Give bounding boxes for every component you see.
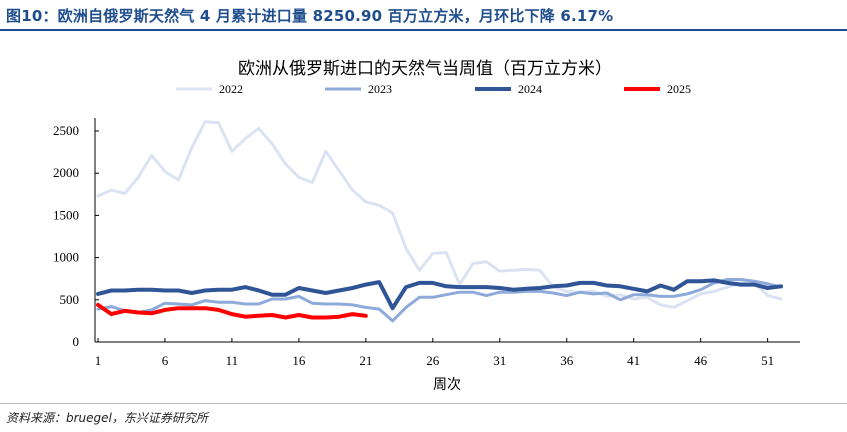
x-tick-label: 16: [292, 353, 306, 368]
chart-legend: 2022 2023 2024 2025: [176, 82, 691, 96]
series-line-2024: [96, 278, 783, 311]
x-tick-label: 46: [694, 353, 708, 368]
header-divider: [0, 29, 847, 31]
y-tick-label: 500: [60, 292, 80, 307]
x-tick-label: 31: [493, 353, 506, 368]
figure-title: 图10：欧洲自俄罗斯天然气 4 月累计进口量 8250.90 百万立方米，月环比…: [6, 7, 614, 25]
y-axis-ticks: 0 500 1000 1500 2000 2500: [53, 123, 99, 349]
x-tick-label: 1: [95, 353, 102, 368]
x-tick-label: 11: [226, 353, 239, 368]
y-tick-label: 2000: [53, 165, 79, 180]
legend-label-2022: 2022: [219, 82, 243, 96]
y-tick-label: 2500: [53, 123, 79, 138]
x-tick-label: 6: [162, 353, 169, 368]
x-tick-label: 51: [761, 353, 774, 368]
y-tick-label: 1000: [53, 250, 79, 265]
source-divider: [0, 403, 847, 404]
legend-label-2025: 2025: [667, 82, 691, 96]
x-tick-label: 41: [627, 353, 640, 368]
x-tick-label: 36: [560, 353, 574, 368]
source-note: 资料来源：bruegel，东兴证券研究所: [6, 411, 208, 425]
series-line-2022: [96, 120, 783, 309]
series-line-2025: [96, 302, 368, 320]
y-tick-label: 0: [73, 334, 80, 349]
x-axis-ticks: 1 6 11 16 21 26 31 36 41 46 51: [95, 338, 774, 368]
chart-title: 欧洲从俄罗斯进口的天然气当周值（百万立方米）: [238, 59, 612, 79]
legend-label-2023: 2023: [368, 82, 392, 96]
y-tick-label: 1500: [53, 207, 79, 222]
x-tick-label: 21: [359, 353, 372, 368]
x-axis-label: 周次: [433, 377, 461, 393]
series-line-2023: [96, 278, 783, 323]
series-layer: [96, 120, 783, 323]
legend-label-2024: 2024: [518, 82, 542, 96]
x-tick-label: 26: [426, 353, 440, 368]
